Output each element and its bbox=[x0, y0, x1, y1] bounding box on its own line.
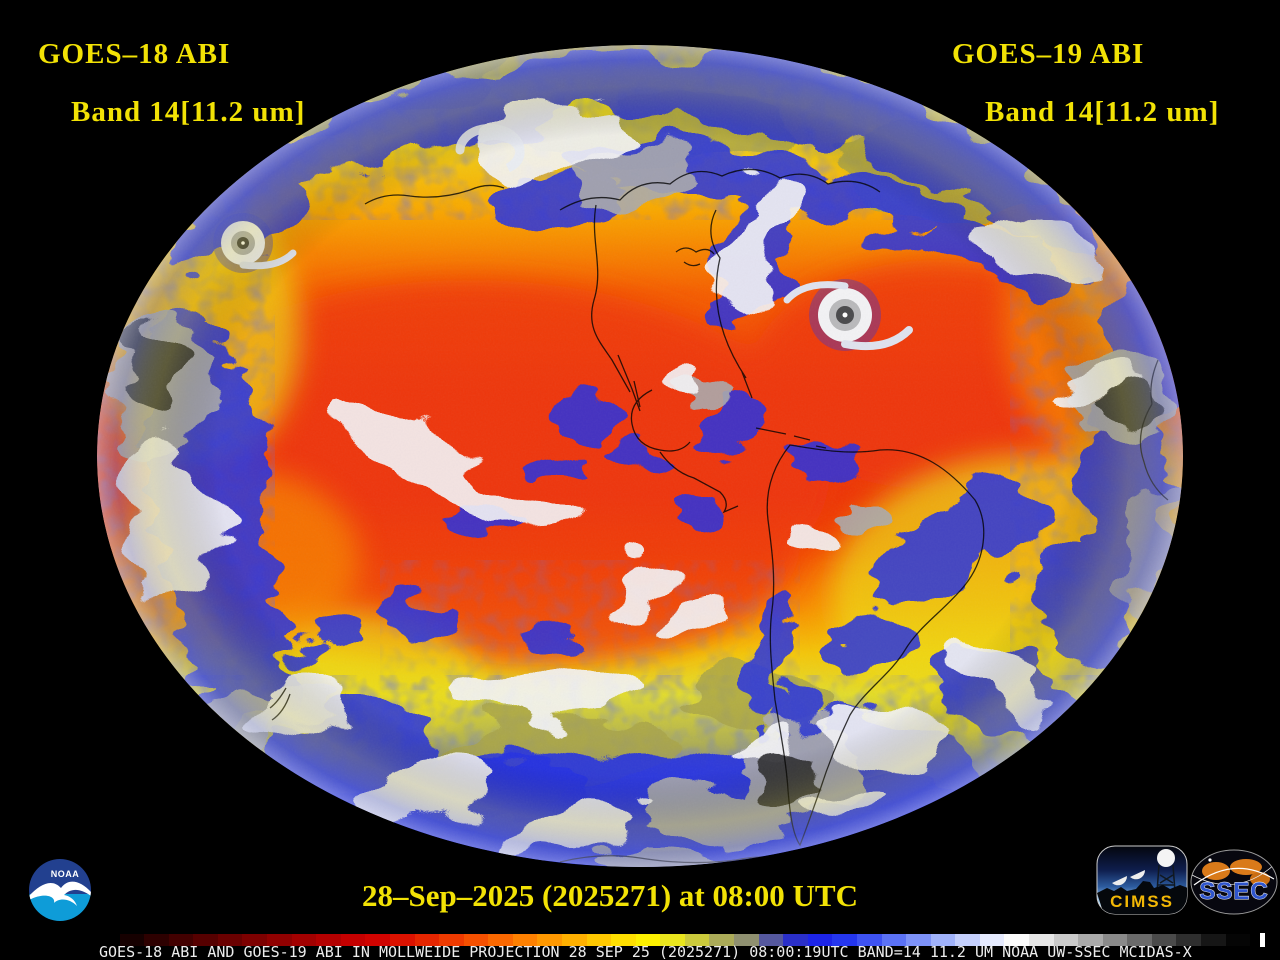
colorbar-segment bbox=[1004, 934, 1029, 946]
noaa-logo-text: NOAA bbox=[51, 869, 80, 879]
footer-caption: GOES-18 ABI AND GOES-19 ABI IN MOLLWEIDE… bbox=[99, 943, 1192, 960]
colorbar-segment bbox=[267, 934, 292, 946]
goes19-line2: Band 14[11.2 um] bbox=[985, 96, 1220, 128]
colorbar-segment bbox=[119, 934, 145, 946]
colorbar-segment bbox=[955, 934, 980, 946]
colorbar-segment bbox=[684, 934, 710, 946]
colorbar-segment bbox=[734, 934, 759, 946]
colorbar-segment bbox=[193, 934, 218, 946]
cimss-logo: CIMSS bbox=[1096, 845, 1188, 915]
colorbar-segment bbox=[881, 934, 907, 946]
colorbar-segment bbox=[439, 934, 464, 946]
colorbar-segment bbox=[537, 934, 562, 946]
colorbar-segment bbox=[242, 934, 268, 946]
colorbar-segment bbox=[758, 934, 784, 946]
colorbar-segment bbox=[783, 934, 808, 946]
colorbar-segment bbox=[488, 934, 513, 946]
colorbar-segment bbox=[1102, 934, 1128, 946]
goes18-label: GOES–18 ABI Band 14[11.2 um] bbox=[38, 40, 305, 127]
colorbar-segment bbox=[217, 934, 243, 946]
colorbar-segment bbox=[856, 934, 882, 946]
colorbar-segment bbox=[1053, 934, 1079, 946]
colorbar-segment bbox=[1028, 934, 1054, 946]
cimss-ground-silhouette bbox=[1097, 881, 1187, 914]
colorbar-segment bbox=[291, 934, 317, 946]
colorbar-segment bbox=[365, 934, 390, 946]
colorbar-segment bbox=[561, 934, 587, 946]
colorbar-segment bbox=[168, 934, 194, 946]
colorbar-segment bbox=[512, 934, 538, 946]
ssec-logo-text: SSEC bbox=[1199, 878, 1268, 905]
colorbar-segment bbox=[414, 934, 440, 946]
cimss-logo-text: CIMSS bbox=[1110, 892, 1174, 911]
ssec-logo: SSEC bbox=[1190, 849, 1278, 915]
ssec-orbit-icon bbox=[1191, 862, 1277, 885]
cimss-watertower-ball-icon bbox=[1157, 849, 1175, 867]
colorbar-segment bbox=[807, 934, 833, 946]
ssec-continent-icon bbox=[1250, 872, 1270, 886]
timestamp: 28–Sep–2025 (2025271) at 08:00 UTC bbox=[362, 878, 858, 913]
goes18-line1: GOES–18 ABI bbox=[38, 38, 231, 70]
noaa-seagull-icon bbox=[29, 881, 91, 906]
cimss-dish-icon bbox=[1112, 870, 1146, 886]
colorbar-segment bbox=[906, 934, 931, 946]
colorbar-segment bbox=[1151, 934, 1177, 946]
colorbar-segment bbox=[586, 934, 612, 946]
colorbar-segment bbox=[832, 934, 857, 946]
ssec-star-icon bbox=[1208, 858, 1212, 862]
colorbar-segment bbox=[635, 934, 661, 946]
colorbar-segment bbox=[1201, 934, 1226, 946]
colorbar-segment bbox=[611, 934, 636, 946]
colorbar bbox=[95, 934, 1275, 946]
colorbar-segment bbox=[979, 934, 1005, 946]
colorbar-segment bbox=[930, 934, 956, 946]
goes18-line2: Band 14[11.2 um] bbox=[71, 96, 306, 128]
colorbar-segment bbox=[1176, 934, 1202, 946]
colorbar-segment bbox=[1127, 934, 1152, 946]
goes19-label: GOES–19 ABI Band 14[11.2 um] bbox=[952, 40, 1219, 127]
colorbar-segment bbox=[660, 934, 685, 946]
colorbar-segment bbox=[463, 934, 489, 946]
colorbar-segment bbox=[1078, 934, 1103, 946]
colorbar-segment bbox=[95, 934, 120, 946]
colorbar-segment bbox=[316, 934, 341, 946]
colorbar-segment bbox=[1225, 934, 1251, 946]
colorbar-segment bbox=[709, 934, 735, 946]
colorbar-segment bbox=[144, 934, 169, 946]
colorbar-segment bbox=[389, 934, 415, 946]
colorbar-marker bbox=[1260, 933, 1266, 947]
noaa-logo: NOAA bbox=[29, 859, 91, 921]
colorbar-segment bbox=[340, 934, 366, 946]
goes19-line1: GOES–19 ABI bbox=[952, 38, 1145, 70]
